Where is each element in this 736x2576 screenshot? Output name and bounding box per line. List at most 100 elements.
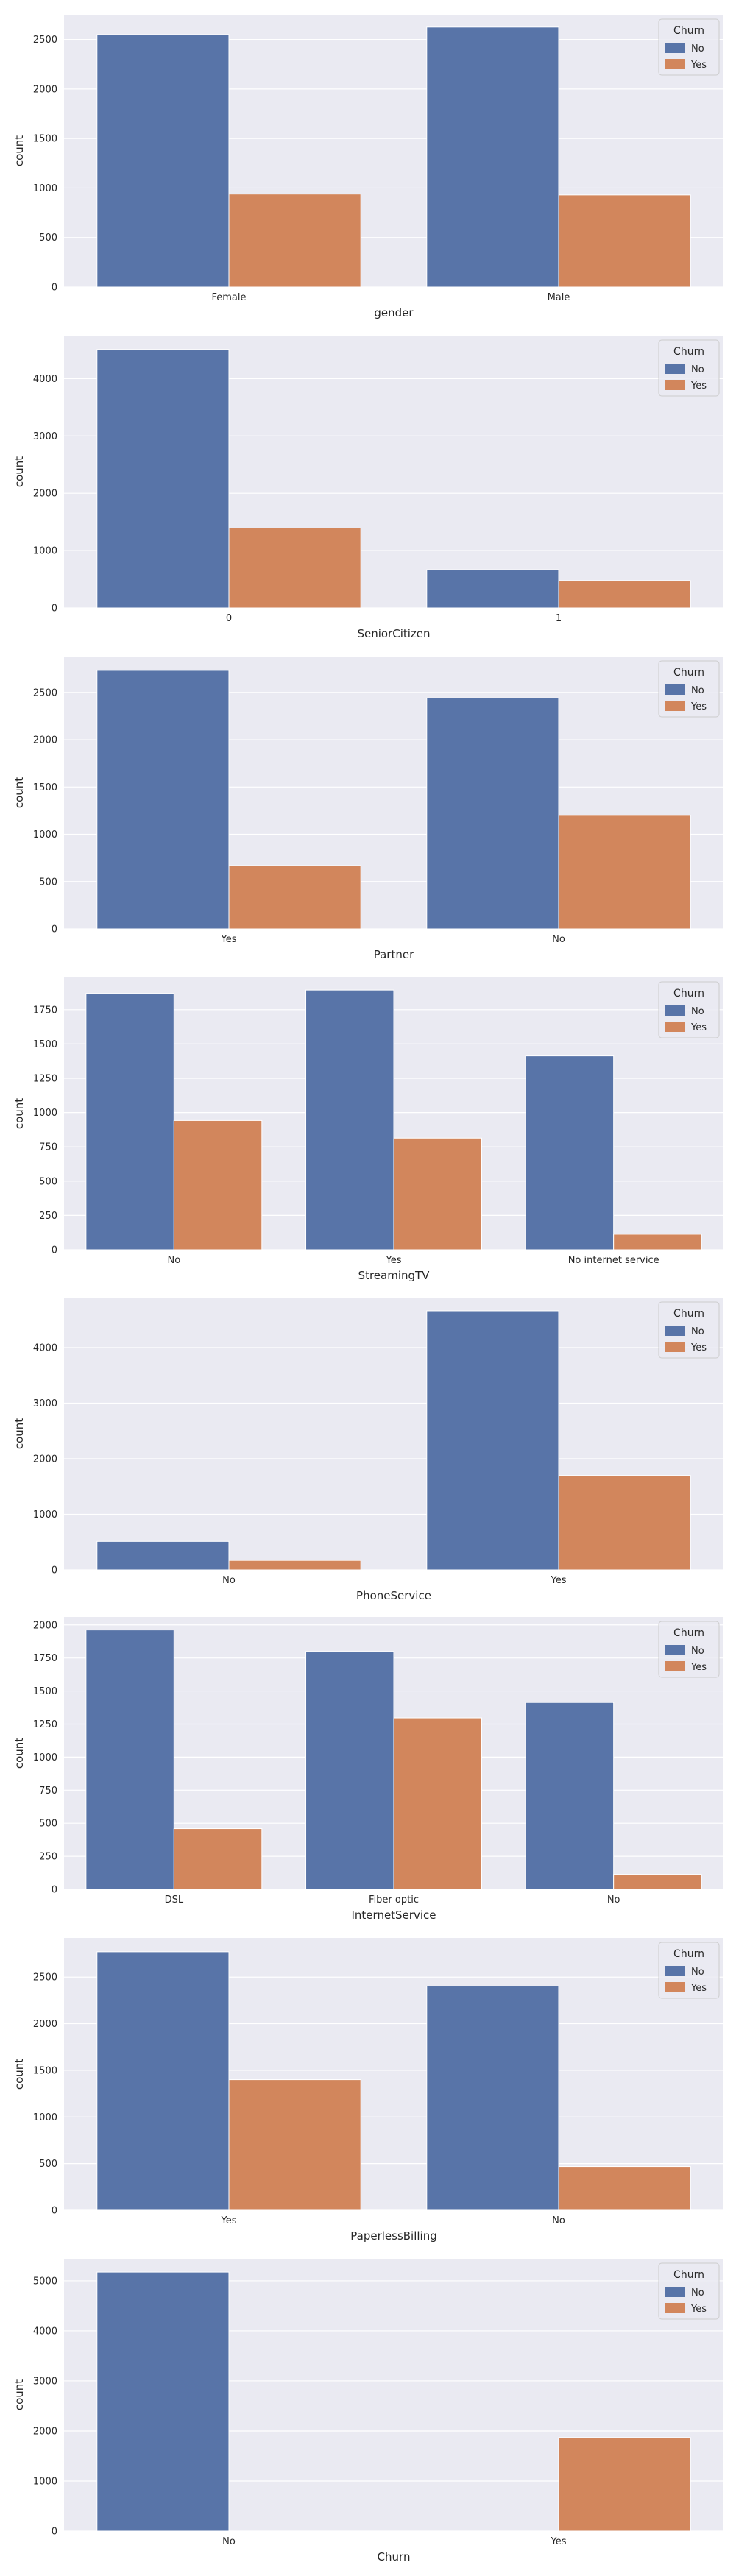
chart-panel-5: 0 1000 2000 3000 4000 No Yes PhoneService count C… — [13, 1298, 723, 1602]
x-tick-label: Male — [548, 292, 570, 303]
bar-yes-dsl — [173, 1828, 263, 1890]
legend-label-no: No — [691, 1967, 704, 1978]
bar-yes-male — [558, 194, 691, 288]
legend-label-yes: Yes — [690, 701, 707, 712]
chart-panel-7: 0 500 1000 1500 2000 2500 Yes No PaperlessBillin… — [13, 1938, 723, 2243]
x-tick-label: Fiber optic — [369, 1894, 419, 1906]
x-tick-label: 0 — [226, 613, 232, 624]
x-tick-label: Female — [211, 292, 246, 303]
bar-no-no-internet-service — [525, 1055, 615, 1250]
legend-swatch-no — [665, 364, 685, 374]
bar-yes-no — [558, 2166, 691, 2211]
legend-swatch-no — [665, 43, 685, 53]
legend-title: Churn — [673, 1627, 704, 1639]
bar-no-no — [426, 1986, 559, 2211]
y-tick-label: 1250 — [33, 1719, 57, 1730]
legend-swatch-yes — [665, 1022, 685, 1032]
y-axis-label: count — [13, 777, 26, 808]
legend: Churn No Yes — [658, 2262, 720, 2320]
y-tick-label: 750 — [39, 1786, 57, 1797]
legend-swatch-yes — [665, 1342, 685, 1352]
y-axis-label: count — [13, 1738, 26, 1769]
y-tick-label: 0 — [52, 1885, 57, 1896]
bar-no-no — [426, 697, 559, 930]
bar-no-1 — [426, 569, 559, 609]
y-tick-label: 500 — [39, 877, 57, 888]
x-axis-label: PaperlessBilling — [350, 2229, 437, 2243]
y-tick-label: 2000 — [33, 2019, 57, 2030]
y-tick-label: 1500 — [33, 134, 57, 145]
x-tick-label: Yes — [386, 1255, 402, 1266]
y-tick-label: 2500 — [33, 1972, 57, 1984]
y-tick-label: 1000 — [33, 829, 57, 841]
y-tick-label: 2000 — [33, 2426, 57, 2437]
chart-panel-3: 0 500 1000 1500 2000 2500 Yes No Partner count Chu… — [13, 657, 723, 961]
legend-title: Churn — [673, 988, 704, 999]
legend-label-no: No — [691, 364, 704, 375]
bar-yes-yes — [393, 1137, 482, 1250]
x-tick-label: Yes — [221, 934, 237, 945]
y-tick-label: 0 — [52, 2206, 57, 2217]
y-tick-label: 0 — [52, 1245, 57, 1256]
y-tick-label: 1000 — [33, 1752, 57, 1763]
chart-panel-1: 0 500 1000 1500 2000 2500 Female Male gender coun… — [13, 15, 723, 319]
bar-yes-yes — [228, 2079, 361, 2211]
legend: Churn No Yes — [658, 1942, 720, 1999]
legend-title: Churn — [673, 1308, 704, 1320]
legend-title: Churn — [673, 667, 704, 679]
legend-swatch-no — [665, 1326, 685, 1336]
x-axis-label: SeniorCitizen — [357, 627, 430, 640]
legend-label-no: No — [691, 1326, 704, 1337]
legend-label-no: No — [691, 43, 704, 54]
y-tick-label: 2500 — [33, 35, 57, 46]
legend-label-yes: Yes — [690, 1983, 707, 1994]
x-tick-label: Yes — [551, 1575, 567, 1586]
y-tick-label: 500 — [39, 1819, 57, 1830]
y-tick-label: 1000 — [33, 1108, 57, 1119]
legend-swatch-no — [665, 2287, 685, 2297]
y-tick-label: 3000 — [33, 1398, 57, 1409]
legend: Churn No Yes — [658, 1621, 720, 1678]
legend: Churn No Yes — [658, 1301, 720, 1359]
y-tick-label: 1750 — [33, 1653, 57, 1664]
y-tick-label: 2000 — [33, 1620, 57, 1631]
bar-no-male — [426, 26, 559, 288]
bar-no-yes — [426, 1310, 559, 1571]
y-tick-label: 0 — [52, 283, 57, 294]
bar-yes-no-internet-service — [613, 1234, 702, 1250]
x-tick-label: Yes — [551, 2536, 567, 2547]
y-tick-label: 1750 — [33, 1005, 57, 1016]
x-tick-label: No — [167, 1255, 180, 1266]
y-tick-label: 3000 — [33, 431, 57, 442]
chart-panel-8: 0 1000 2000 3000 4000 5000 No Yes Churn count Chur… — [13, 2259, 723, 2563]
bar-yes-no — [558, 815, 691, 930]
bar-yes-no — [173, 1119, 263, 1250]
legend-swatch-yes — [665, 59, 685, 69]
y-tick-label: 3000 — [33, 2376, 57, 2387]
bar-no-yes — [305, 989, 394, 1250]
legend-label-yes: Yes — [690, 1022, 707, 1033]
legend-title: Churn — [673, 346, 704, 358]
bar-no-no — [96, 1540, 230, 1571]
y-tick-label: 4000 — [33, 1342, 57, 1354]
y-tick-label: 4000 — [33, 374, 57, 385]
legend-title: Churn — [673, 25, 704, 37]
x-axis-label: InternetService — [352, 1908, 436, 1922]
legend-label-yes: Yes — [690, 381, 707, 392]
y-tick-label: 750 — [39, 1142, 57, 1153]
legend-label-yes: Yes — [690, 60, 707, 71]
bar-yes-no — [613, 1874, 702, 1890]
chart-panel-4: 0 250 500 750 1000 1250 1500 1750 No Yes No intern… — [13, 977, 723, 1282]
x-tick-label: No — [222, 1575, 236, 1586]
y-tick-label: 4000 — [33, 2326, 57, 2337]
legend-label-no: No — [691, 685, 704, 696]
x-tick-label: No internet service — [568, 1255, 659, 1266]
bar-yes-female — [228, 194, 361, 288]
legend-label-no: No — [691, 1006, 704, 1017]
bar-yes-yes — [228, 865, 361, 930]
y-tick-label: 500 — [39, 233, 57, 244]
bar-no-0 — [96, 349, 230, 609]
y-tick-label: 2000 — [33, 489, 57, 500]
y-axis-label: count — [13, 1418, 26, 1449]
